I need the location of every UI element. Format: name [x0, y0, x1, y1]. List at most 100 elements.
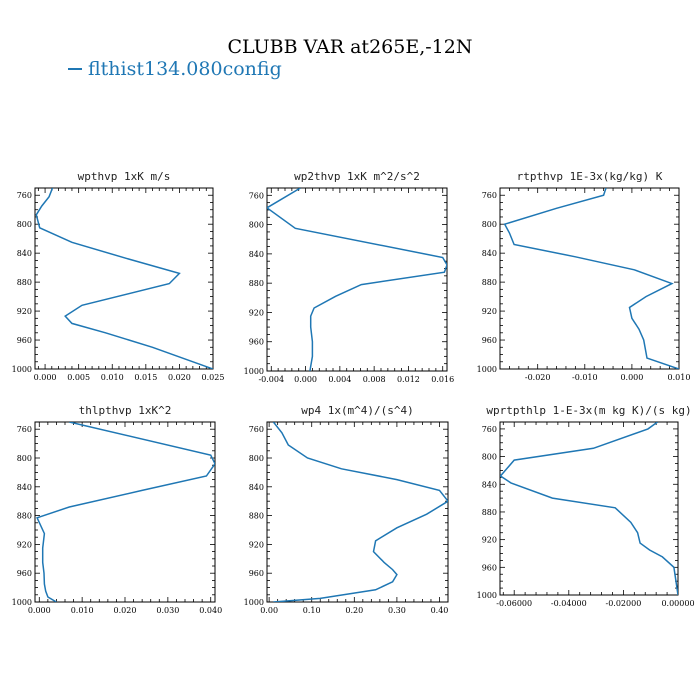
y-tick-label: 960	[249, 569, 264, 578]
y-tick-label: 920	[249, 540, 264, 549]
y-tick-label: 960	[482, 563, 497, 572]
panel-title: wprtpthlp 1-E-3x(m kg K)/(s kg)	[486, 404, 691, 417]
panel-6: wprtpthlp 1-E-3x(m kg K)/(s kg) 760 800 840…	[477, 404, 695, 608]
panel-title: rtpthvp 1E-3x(kg/kg) K	[517, 170, 663, 183]
y-tick-label: 880	[482, 508, 497, 517]
x-tick-label: 0.010	[71, 606, 94, 615]
panel-2: wp2thvp 1xK m^2/s^2 760 800 840 880 920 960 100…	[244, 170, 455, 384]
panel-title: wp4 1x(m^4)/(s^4)	[301, 404, 414, 417]
y-tick-label: 1000	[12, 598, 32, 607]
panel-1: wpthvp 1xK m/s76080084088092096010000.00…	[12, 170, 225, 382]
panel-4: thlpthvp 1xK^2 760 800 840 880 920 960 10000.00…	[12, 404, 223, 615]
y-tick-label: 760	[17, 425, 32, 434]
y-tick-label: 920	[482, 307, 497, 316]
x-tick-label: -0.010	[572, 373, 598, 382]
panel-3: rtpthvp 1E-3x(kg/kg) K 760 800 840 880 920 960…	[477, 170, 691, 382]
x-tick-label: 0.005	[67, 373, 90, 382]
y-tick-label: 880	[249, 279, 264, 288]
x-tick-label: 0.40	[431, 606, 449, 615]
y-tick-label: 920	[17, 307, 32, 316]
series-line	[36, 422, 215, 602]
y-tick-label: 960	[482, 336, 497, 345]
x-tick-label: 0.025	[202, 373, 225, 382]
y-tick-label: 1000	[244, 367, 264, 376]
y-tick-label: 920	[249, 308, 264, 317]
series-line	[500, 422, 678, 595]
y-tick-label: 800	[249, 221, 264, 230]
x-tick-label: 0.040	[199, 606, 222, 615]
x-tick-label: 0.008	[363, 375, 386, 384]
legend-line-swatch	[68, 68, 82, 70]
x-tick-label: 0.00	[260, 606, 278, 615]
y-tick-label: 840	[249, 483, 264, 492]
series-line	[35, 188, 213, 369]
y-tick-label: 800	[249, 454, 264, 463]
page-title: CLUBB VAR at265E,-12N	[227, 36, 473, 58]
x-tick-label: 0.30	[388, 606, 406, 615]
x-tick-label: 0.000	[34, 373, 57, 382]
y-tick-label: 760	[482, 425, 497, 434]
x-tick-label: -0.04000	[551, 599, 587, 608]
y-tick-label: 880	[482, 278, 497, 287]
panel-title: wp2thvp 1xK m^2/s^2	[294, 170, 420, 183]
plot-frame	[34, 187, 214, 370]
x-tick-label: 0.010	[101, 373, 124, 382]
y-tick-label: 840	[17, 249, 32, 258]
x-tick-label: 0.004	[328, 375, 351, 384]
y-tick-label: 840	[17, 483, 32, 492]
y-tick-label: 840	[482, 249, 497, 258]
y-tick-label: 920	[482, 536, 497, 545]
y-tick-label: 960	[17, 336, 32, 345]
y-tick-label: 800	[482, 453, 497, 462]
x-tick-label: -0.020	[525, 373, 551, 382]
y-tick-label: 1000	[477, 591, 497, 600]
x-tick-label: 0.010	[668, 373, 691, 382]
y-tick-label: 840	[249, 250, 264, 259]
panel-title: wpthvp 1xK m/s	[78, 170, 171, 183]
y-tick-label: 800	[17, 454, 32, 463]
x-tick-label: 0.20	[345, 606, 363, 615]
series-line	[503, 188, 679, 369]
x-tick-label: 0.000	[294, 375, 317, 384]
plot-frame	[499, 187, 680, 370]
y-tick-label: 840	[482, 480, 497, 489]
y-tick-label: 1000	[12, 365, 32, 374]
y-tick-label: 760	[249, 191, 264, 200]
y-tick-label: 760	[17, 191, 32, 200]
y-tick-label: 880	[17, 278, 32, 287]
x-tick-label: 0.020	[168, 373, 191, 382]
plot-frame	[499, 421, 679, 596]
legend: flthist134.080config	[68, 58, 282, 80]
x-tick-label: -0.004	[258, 375, 284, 384]
x-tick-label: 0.000	[28, 606, 51, 615]
y-tick-label: 1000	[477, 365, 497, 374]
plot-frame	[266, 187, 448, 372]
x-tick-label: 0.10	[303, 606, 321, 615]
y-tick-label: 760	[249, 425, 264, 434]
x-tick-label: -0.02000	[606, 599, 642, 608]
plot-frame	[266, 421, 449, 603]
y-tick-label: 800	[482, 220, 497, 229]
panel-title: thlpthvp 1xK^2	[79, 404, 172, 417]
x-tick-label: -0.06000	[496, 599, 532, 608]
y-tick-label: 960	[17, 569, 32, 578]
legend-label: flthist134.080config	[88, 58, 282, 80]
y-tick-label: 880	[249, 512, 264, 521]
panel-5: wp4 1x(m^4)/(s^4)76080084088092096010000…	[244, 404, 449, 615]
y-tick-label: 1000	[244, 598, 264, 607]
y-tick-label: 960	[249, 338, 264, 347]
y-tick-label: 760	[482, 191, 497, 200]
series-line	[272, 422, 448, 602]
x-tick-label: 0.000	[620, 373, 643, 382]
y-tick-label: 800	[17, 220, 32, 229]
x-tick-label: 0.030	[156, 606, 179, 615]
x-tick-label: 0.00000	[661, 599, 694, 608]
y-tick-label: 920	[17, 540, 32, 549]
y-tick-label: 880	[17, 512, 32, 521]
x-tick-label: 0.016	[431, 375, 454, 384]
x-tick-label: 0.015	[134, 373, 157, 382]
plot-frame	[34, 421, 216, 603]
x-tick-label: 0.020	[114, 606, 137, 615]
series-line	[267, 188, 447, 371]
